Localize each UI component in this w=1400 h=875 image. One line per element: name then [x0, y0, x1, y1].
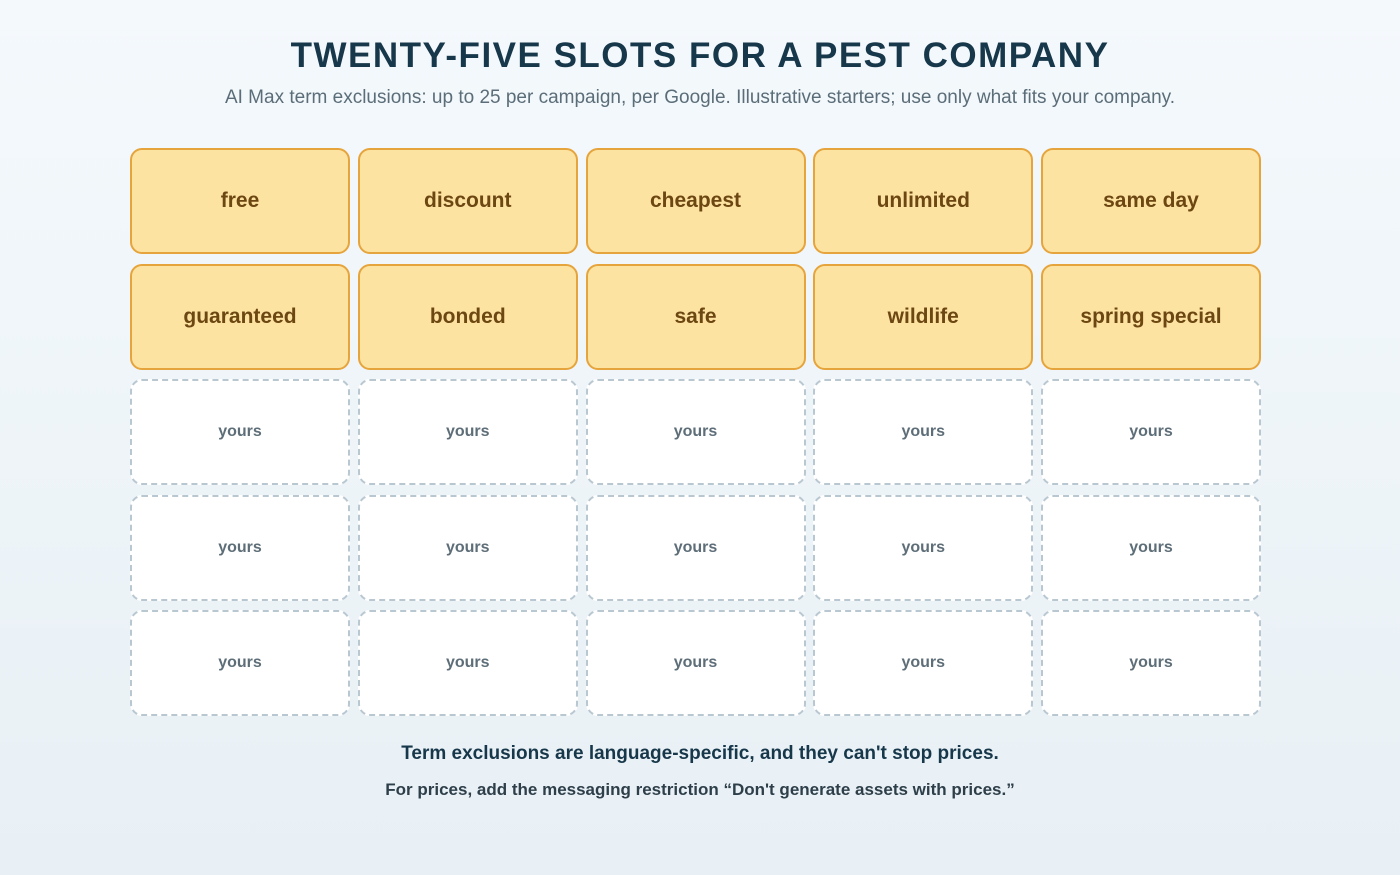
exclusion-term-slot: spring special	[1041, 263, 1261, 370]
empty-slot: yours	[813, 379, 1034, 485]
empty-slot: yours	[1041, 379, 1261, 485]
page-subtitle: AI Max term exclusions: up to 25 per cam…	[224, 87, 1176, 108]
exclusion-term-slot: unlimited	[813, 148, 1034, 254]
exclusion-slot-grid: free discount cheapest unlimited same day gua…	[130, 148, 1261, 716]
empty-slot: yours	[1041, 610, 1261, 716]
exclusion-term-slot: guaranteed	[130, 263, 350, 370]
empty-slot: yours	[585, 610, 806, 716]
exclusion-term-slot: wildlife	[813, 263, 1034, 370]
empty-slot: yours	[357, 379, 578, 485]
empty-slot: yours	[130, 494, 350, 601]
footer-subnote: For prices, add the messaging restrictio…	[385, 780, 1015, 799]
exclusion-term-slot: safe	[585, 263, 806, 370]
exclusion-term-slot: cheapest	[585, 148, 806, 254]
empty-slot: yours	[813, 494, 1034, 601]
empty-slot: yours	[130, 610, 350, 716]
empty-slot: yours	[1041, 494, 1261, 601]
exclusion-term-slot: discount	[357, 148, 578, 254]
exclusion-term-slot: free	[130, 148, 350, 254]
empty-slot: yours	[585, 494, 806, 601]
empty-slot: yours	[813, 610, 1034, 716]
footer-note: Term exclusions are language-specific, a…	[401, 743, 999, 764]
empty-slot: yours	[357, 494, 578, 601]
empty-slot: yours	[130, 379, 350, 485]
empty-slot: yours	[357, 610, 578, 716]
page-title: TWENTY-FIVE SLOTS FOR A PEST COMPANY	[290, 36, 1110, 75]
exclusion-term-slot: bonded	[357, 263, 578, 370]
empty-slot: yours	[585, 379, 806, 485]
exclusion-term-slot: same day	[1041, 148, 1261, 254]
